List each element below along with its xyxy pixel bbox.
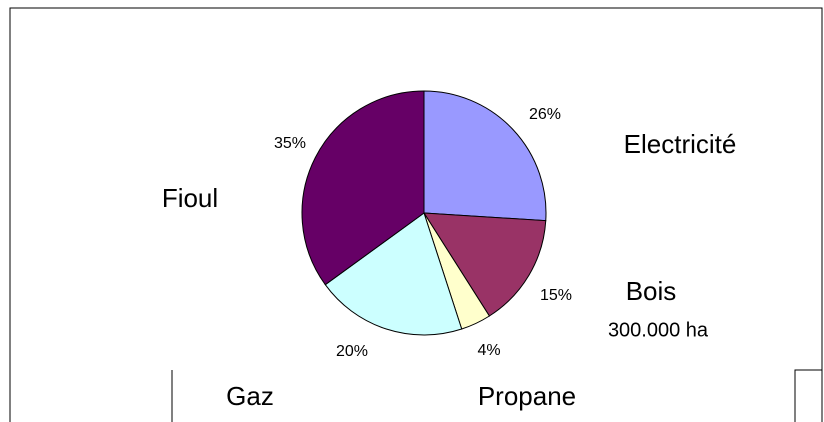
pie-slice [301, 90, 425, 286]
pie-slice [423, 90, 547, 222]
annotation: 300.000 ha [608, 319, 709, 341]
category-label: Bois [626, 276, 677, 306]
value-label: 15% [540, 287, 572, 304]
category-label: Electricité [624, 129, 737, 159]
frame [9, 7, 823, 422]
value-label: 20% [336, 343, 368, 360]
pie-slice [324, 212, 463, 336]
pie-slice [423, 212, 547, 317]
frame-box [794, 369, 822, 422]
category-label: Fioul [162, 183, 218, 213]
value-label: 35% [274, 135, 306, 152]
category-label: Propane [478, 381, 576, 411]
value-label: 26% [529, 106, 561, 123]
category-label: Gaz [226, 381, 274, 411]
value-label: 4% [477, 342, 500, 359]
